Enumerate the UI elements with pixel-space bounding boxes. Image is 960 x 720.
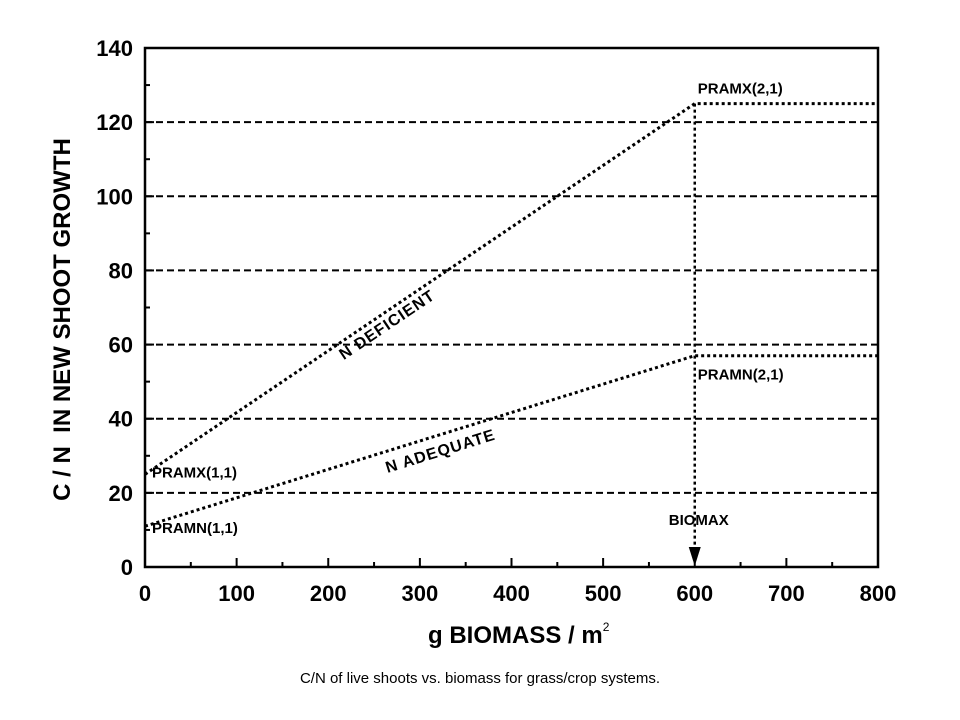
biomax-arrow xyxy=(688,547,701,566)
y-tick-label-140: 140 xyxy=(96,36,133,61)
plot-frame xyxy=(143,46,880,569)
annotation-pramx-1-1: PRAMX(1,1) xyxy=(152,464,237,481)
annotation-pramx-2-1: PRAMX(2,1) xyxy=(698,81,783,98)
series-line-1 xyxy=(144,354,878,528)
x-tick-label-400: 400 xyxy=(493,581,530,606)
annotation-n-deficient: N DEFICIENT xyxy=(337,287,439,363)
x-tick-label-0: 0 xyxy=(139,581,151,606)
x-tick-label-300: 300 xyxy=(402,581,439,606)
annotations: PRAMX(2,1) PRAMN(2,1) PRAMX(1,1) PRAMN(1,1)… xyxy=(152,81,784,538)
x-axis-label: g BIOMASS / m2 xyxy=(428,620,610,649)
y-tick-label-100: 100 xyxy=(96,184,133,209)
y-tick-label-0: 0 xyxy=(121,555,133,580)
y-tick-label-80: 80 xyxy=(109,258,133,283)
axis-ticks xyxy=(144,47,879,568)
y-tick-label-120: 120 xyxy=(96,110,133,135)
x-axis-label-main: g BIOMASS / m xyxy=(428,622,603,649)
series-group xyxy=(144,102,878,566)
y-tick-label-40: 40 xyxy=(109,407,133,432)
figure-caption: C/N of live shoots vs. biomass for grass… xyxy=(299,670,661,687)
gridlines xyxy=(145,121,878,494)
annotation-pramn-1-1: PRAMN(1,1) xyxy=(152,520,238,537)
x-tick-label-200: 200 xyxy=(310,581,347,606)
x-tick-label-700: 700 xyxy=(768,581,805,606)
x-tick-label-500: 500 xyxy=(585,581,622,606)
x-axis-label-superscript: 2 xyxy=(603,620,610,634)
x-tick-label-800: 800 xyxy=(860,581,897,606)
y-tick-label-60: 60 xyxy=(109,333,133,358)
annotation-n-adequate: N ADEQUATE xyxy=(384,427,498,477)
annotation-pramn-2-1: PRAMN(2,1) xyxy=(698,367,784,384)
x-tick-label-100: 100 xyxy=(218,581,255,606)
annotation-biomax: BIOMAX xyxy=(669,512,729,529)
x-tick-label-600: 600 xyxy=(676,581,713,606)
y-tick-label-20: 20 xyxy=(109,481,133,506)
y-axis-label: C / N IN NEW SHOOT GROWTH xyxy=(49,138,76,501)
tick-labels: 0 100 200 300 400 500 600 700 800 0 20 40 60 80 100 120… xyxy=(96,36,896,606)
